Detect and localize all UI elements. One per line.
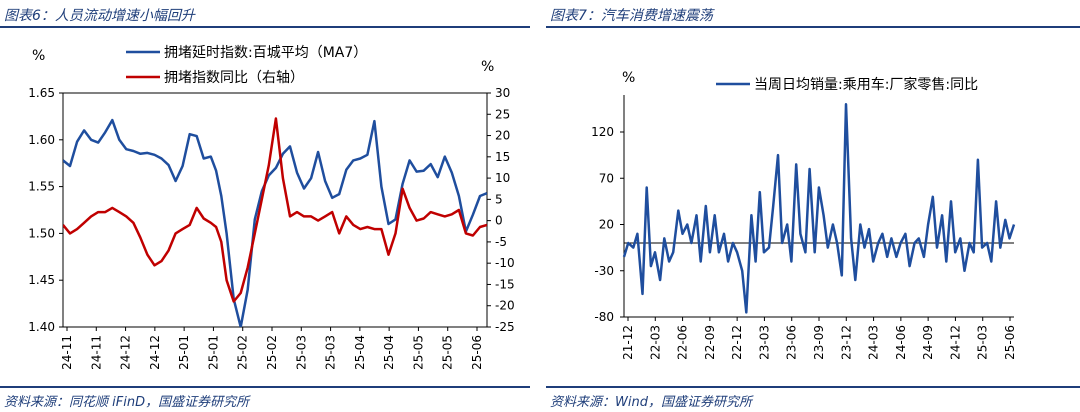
y-left-unit: %	[32, 48, 45, 64]
x-tick-label: 22-06	[676, 325, 690, 360]
x-tick-label: 24-12	[948, 325, 962, 360]
legend-label: 拥堵指数同比（右轴）	[164, 70, 304, 86]
y-right-tick-label: -10	[495, 256, 515, 270]
y-tick-label: -30	[594, 264, 614, 278]
x-tick-label: 25-04	[353, 335, 367, 370]
y-tick-label: 120	[591, 125, 614, 139]
series-line-car-sales-yoy	[622, 103, 1016, 314]
x-tick-label: 25-03	[324, 335, 338, 370]
right-chart-title: 图表7：汽车消费增速震荡	[550, 8, 713, 24]
left-footer-rule	[0, 386, 530, 388]
y-left-tick-label: 1.60	[28, 133, 55, 147]
y-right-tick-label: -25	[495, 320, 515, 334]
x-tick-label: 25-05	[411, 335, 425, 370]
y-left-tick-label: 1.55	[28, 180, 55, 194]
x-tick-label: 22-12	[730, 325, 744, 360]
x-tick-label: 24-11	[89, 335, 103, 370]
x-tick-label: 22-03	[648, 325, 662, 360]
left-chart-source: 资料来源：同花顺 iFinD，国盛证券研究所	[4, 395, 250, 410]
y-right-tick-label: 5	[495, 192, 503, 206]
x-tick-label: 24-12	[119, 335, 133, 370]
x-tick-label: 23-12	[839, 325, 853, 360]
x-tick-label: 25-06	[1003, 325, 1017, 360]
right-chart-panel: 图表7：汽车消费增速震荡 -80 -30 20 70 120 21-12 22-03 22-0…	[546, 0, 1080, 412]
y-right-tick-label: 20	[495, 129, 510, 143]
y-left-tick-label: 1.65	[28, 86, 55, 100]
legend-label: 拥堵延时指数:百城平均（MA7）	[164, 45, 367, 61]
x-tick-label: 23-06	[785, 325, 799, 360]
x-tick-label: 21-12	[621, 325, 635, 360]
series-line-congestion-ma7	[63, 118, 487, 327]
plot-frame	[62, 92, 488, 328]
y-right-tick-label: -20	[495, 299, 515, 313]
x-tick-label: 23-03	[757, 325, 771, 360]
legend-label: 当周日均销量:乘用车:厂家零售:同比	[754, 76, 978, 93]
x-tick-label: 25-05	[441, 335, 455, 370]
y-tick-label: 70	[599, 171, 614, 185]
x-tick-label: 25-02	[265, 335, 279, 370]
series-line-yoy	[63, 117, 487, 303]
y-tick-label: 20	[599, 218, 614, 232]
y-right-tick-label: 15	[495, 150, 510, 164]
right-footer-rule	[546, 386, 1080, 388]
x-tick-label: 25-03	[976, 325, 990, 360]
x-tick-label: 25-01	[177, 335, 191, 370]
x-tick-label: 24-09	[921, 325, 935, 360]
x-tick-label: 24-03	[867, 325, 881, 360]
left-title-rule	[0, 26, 530, 28]
right-chart-svg: -80 -30 20 70 120 21-12 22-03 22-06 22-09 22-12 23…	[591, 70, 1017, 360]
y-right-tick-label: -5	[495, 235, 507, 249]
left-chart-svg: 1.40 1.45 1.50 1.55 1.60 1.65 -25 -20 -15 -10 -5 0 5…	[28, 45, 515, 370]
y-unit: %	[622, 70, 635, 86]
left-chart-panel: 图表6：人员流动增速小幅回升 1.40 1.45 1.50 1.55 1.60 1.65 -…	[0, 0, 530, 412]
y-right-tick-label: 25	[495, 107, 510, 121]
x-tick-label: 25-02	[236, 335, 250, 370]
x-tick-label: 23-09	[812, 325, 826, 360]
x-tick-label: 25-06	[470, 335, 484, 370]
left-chart-title: 图表6：人员流动增速小幅回升	[4, 8, 195, 24]
y-left-tick-label: 1.50	[28, 226, 55, 240]
x-tick-label: 25-04	[382, 335, 396, 370]
x-tick-label: 24-11	[60, 335, 74, 370]
y-tick-label: -80	[594, 310, 614, 324]
x-tick-label: 25-03	[294, 335, 308, 370]
y-right-tick-label: -15	[495, 277, 515, 291]
x-tick-label: 24-12	[148, 335, 162, 370]
right-chart-source: 资料来源：Wind，国盛证券研究所	[550, 395, 752, 410]
x-tick-label: 22-09	[703, 325, 717, 360]
y-left-tick-label: 1.40	[28, 320, 55, 334]
y-right-unit: %	[481, 59, 494, 75]
y-right-tick-label: 30	[495, 86, 510, 100]
y-right-tick-label: 0	[495, 214, 503, 228]
x-tick-label: 25-01	[206, 335, 220, 370]
x-tick-label: 24-06	[894, 325, 908, 360]
right-title-rule	[546, 26, 1080, 28]
y-left-tick-label: 1.45	[28, 273, 55, 287]
y-right-tick-label: 10	[495, 171, 510, 185]
